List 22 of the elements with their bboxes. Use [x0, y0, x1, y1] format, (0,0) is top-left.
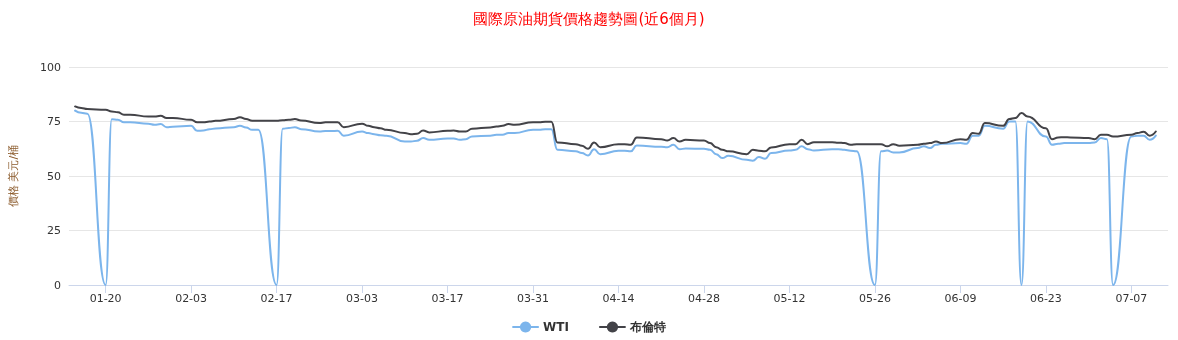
x-tick-label: 03-17: [431, 292, 464, 305]
x-tick-label: 07-07: [1115, 292, 1148, 305]
x-tick-label: 02-03: [175, 292, 208, 305]
x-tick-label: 04-14: [602, 292, 635, 305]
y-axis-title: 價格 美元/桶: [7, 144, 20, 208]
x-tick-label: 03-03: [346, 292, 379, 305]
x-tick-label: 02-17: [260, 292, 293, 305]
y-tick-label: 50: [47, 169, 61, 183]
y-tick-label: 0: [54, 278, 61, 292]
legend-label: 布倫特: [628, 320, 666, 334]
y-tick-label: 100: [40, 60, 61, 74]
x-tick-label: 01-20: [89, 292, 122, 305]
x-tick-label: 05-12: [773, 292, 806, 305]
legend-label: WTI: [543, 320, 569, 334]
x-tick-label: 06-09: [944, 292, 977, 305]
y-tick-label: 25: [47, 224, 61, 237]
x-tick-label: 03-31: [517, 292, 550, 305]
x-tick-label: 06-23: [1029, 292, 1062, 305]
y-tick-label: 75: [47, 115, 61, 128]
chart-title: 國際原油期貨價格趨勢圖(近6個月): [473, 9, 705, 28]
x-tick-label: 05-26: [858, 292, 891, 305]
x-tick-label: 04-28: [687, 292, 720, 305]
